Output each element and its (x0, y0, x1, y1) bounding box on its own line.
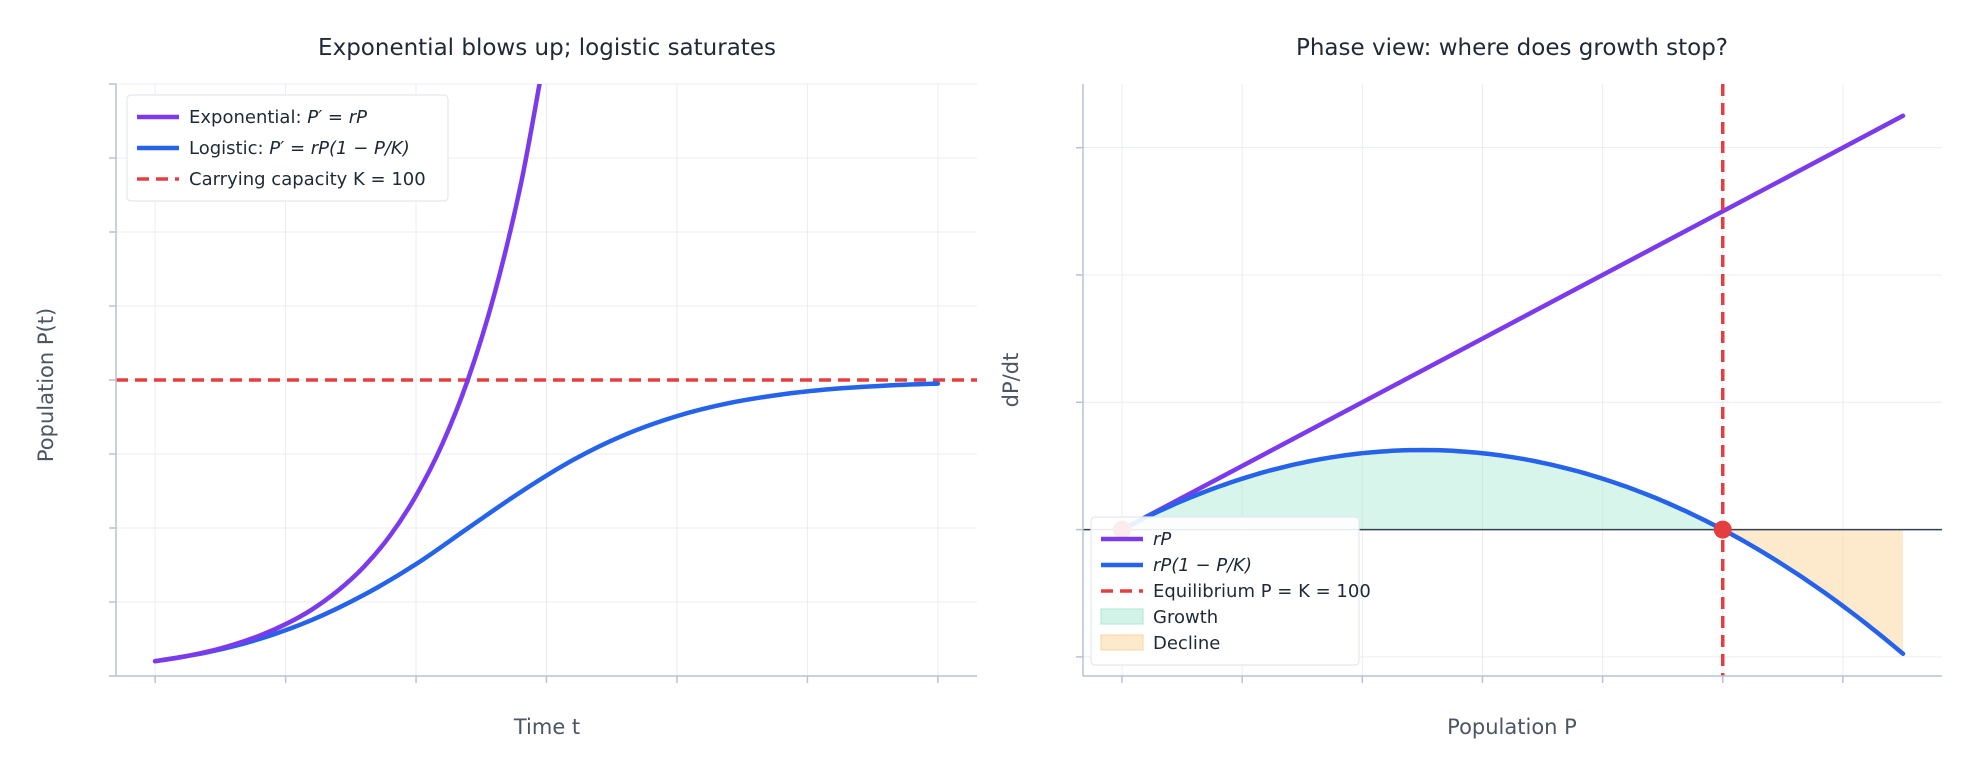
right-region-fills (1122, 450, 1903, 654)
right-chart-panel: Phase view: where does growth stop? Popu… (999, 35, 1942, 739)
rp-line (1119, 113, 1906, 532)
right-legend-label-3-prefix: Growth (1153, 607, 1218, 628)
right-legend-label-0: rP (1153, 529, 1171, 550)
left-legend-label-1-formula: P′ = rP(1 − P/K) (269, 138, 409, 159)
right-legend-label-2: Equilibrium P = K = 100 (1153, 581, 1371, 602)
left-x-axis-label: Time t (513, 715, 580, 739)
right-legend-label-0-formula: rP (1153, 529, 1171, 550)
right-x-axis-label: Population P (1447, 715, 1577, 739)
right-legend-swatch-3 (1100, 608, 1144, 625)
left-chart-title: Exponential blows up; logistic saturates (318, 35, 776, 61)
left-legend-label-1: Logistic: P′ = rP(1 − P/K) (189, 138, 410, 159)
left-legend-label-1-prefix: Logistic: (189, 138, 269, 159)
left-legend-label-0-prefix: Exponential: (189, 107, 307, 128)
left-y-axis-label: Population P(t) (34, 308, 58, 462)
growth-region (1122, 450, 1723, 530)
left-legend: Exponential: P′ = rP Logistic: P′ = rP(1 … (126, 94, 449, 202)
left-legend-label-0-formula: P′ = rP (307, 107, 367, 128)
equilibrium-point (1713, 520, 1732, 539)
right-chart-title: Phase view: where does growth stop? (1296, 35, 1728, 61)
left-axes (109, 83, 977, 683)
right-legend-label-4: Decline (1153, 633, 1220, 654)
right-legend-label-3: Growth (1153, 607, 1218, 628)
right-axes (1076, 84, 1942, 683)
exponential-curve (152, 84, 542, 664)
left-legend-label-2: Carrying capacity K = 100 (189, 169, 426, 190)
right-legend-box (1090, 516, 1360, 666)
logistic-rate-curve (1119, 447, 1906, 656)
right-legend: rP rP(1 − P/K) Equilibrium P = K = 100 Grow… (1090, 516, 1371, 666)
logistic-curve (152, 381, 941, 664)
right-y-axis-label: dP/dt (999, 353, 1023, 408)
right-legend-label-2-prefix: Equilibrium P = K = 100 (1153, 581, 1371, 602)
right-legend-label-4-prefix: Decline (1153, 633, 1220, 654)
left-legend-box (126, 94, 449, 202)
right-legend-label-1-formula: rP(1 − P/K) (1153, 555, 1252, 576)
left-legend-label-2-prefix: Carrying capacity K = 100 (189, 169, 426, 190)
right-legend-swatch-4 (1100, 634, 1144, 651)
left-series-lines (116, 84, 977, 664)
decline-region (1722, 529, 1903, 654)
left-chart-panel: Exponential blows up; logistic saturates… (34, 35, 977, 739)
right-legend-label-1: rP(1 − P/K) (1153, 555, 1252, 576)
left-legend-label-0: Exponential: P′ = rP (189, 107, 367, 128)
